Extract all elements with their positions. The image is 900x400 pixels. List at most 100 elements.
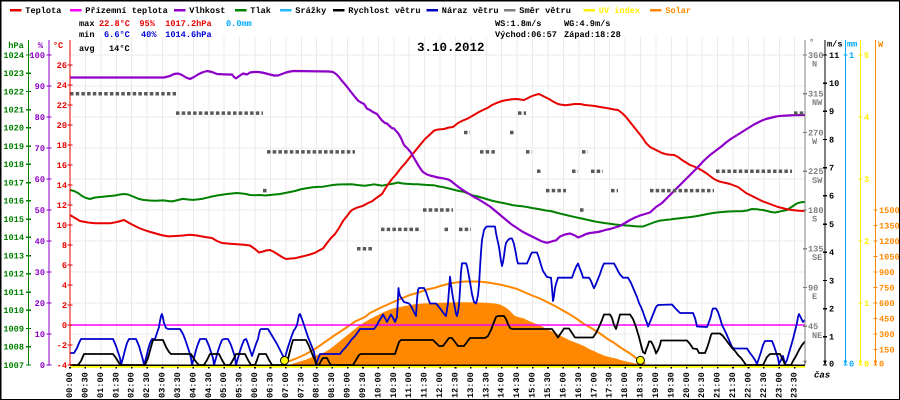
svg-text:80: 80 <box>35 113 45 123</box>
svg-text:NW: NW <box>812 98 823 108</box>
svg-text:7: 7 <box>829 164 834 174</box>
svg-text:60: 60 <box>35 175 45 185</box>
svg-text:100: 100 <box>30 51 45 61</box>
svg-text:02:00: 02:00 <box>127 372 137 398</box>
svg-text:5: 5 <box>864 51 869 61</box>
svg-text:22:00: 22:00 <box>744 372 754 398</box>
svg-text:23:30: 23:30 <box>790 372 800 398</box>
svg-text:06:30: 06:30 <box>266 372 276 398</box>
svg-text:16:00: 16:00 <box>558 372 568 398</box>
svg-text:15:30: 15:30 <box>543 372 553 398</box>
svg-text:50: 50 <box>35 206 45 216</box>
svg-text:30: 30 <box>35 268 45 278</box>
svg-text:1023: 1023 <box>3 69 24 79</box>
svg-text:1022: 1022 <box>3 87 24 97</box>
svg-text:15:00: 15:00 <box>528 372 538 398</box>
svg-text:0: 0 <box>879 360 884 370</box>
svg-text:1: 1 <box>829 333 834 343</box>
svg-text:10:00: 10:00 <box>373 372 383 398</box>
svg-text:0: 0 <box>864 360 869 370</box>
svg-text:Náraz větru: Náraz větru <box>442 6 499 16</box>
svg-text:mm: mm <box>847 40 857 50</box>
svg-text:00:30: 00:30 <box>80 372 90 398</box>
svg-text:1014: 1014 <box>3 233 24 243</box>
svg-text:6.6°C: 6.6°C <box>104 30 130 40</box>
svg-text:1021: 1021 <box>3 106 24 116</box>
svg-text:02:30: 02:30 <box>142 372 152 398</box>
svg-text:08:30: 08:30 <box>327 372 337 398</box>
svg-text:SE: SE <box>812 253 822 263</box>
svg-text:16:30: 16:30 <box>574 372 584 398</box>
svg-text:06:00: 06:00 <box>250 372 260 398</box>
svg-text:14: 14 <box>57 181 67 191</box>
svg-text:1017: 1017 <box>3 178 24 188</box>
svg-text:13:00: 13:00 <box>466 372 476 398</box>
svg-text:04:00: 04:00 <box>188 372 198 398</box>
svg-text:10:30: 10:30 <box>389 372 399 398</box>
svg-text:1024: 1024 <box>3 51 24 61</box>
svg-text:90: 90 <box>808 283 818 293</box>
svg-text:2: 2 <box>864 237 869 247</box>
svg-text:12:00: 12:00 <box>435 372 445 398</box>
svg-text:21:00: 21:00 <box>713 372 723 398</box>
svg-text:150: 150 <box>879 345 894 355</box>
svg-text:4: 4 <box>864 113 869 123</box>
svg-text:14:30: 14:30 <box>512 372 522 398</box>
svg-text:1013: 1013 <box>3 251 24 261</box>
svg-text:-2: -2 <box>57 341 67 351</box>
svg-text:90: 90 <box>35 82 45 92</box>
svg-text:W: W <box>812 137 818 147</box>
svg-text:21:30: 21:30 <box>728 372 738 398</box>
svg-text:03:00: 03:00 <box>158 372 168 398</box>
svg-text:11:30: 11:30 <box>420 372 430 398</box>
svg-text:1017.2hPa: 1017.2hPa <box>165 19 211 29</box>
svg-text:14:00: 14:00 <box>497 372 507 398</box>
svg-text:14°C: 14°C <box>109 44 130 54</box>
svg-text:900: 900 <box>879 268 894 278</box>
svg-text:Západ:18:28: Západ:18:28 <box>564 30 621 40</box>
svg-text:8: 8 <box>829 135 834 145</box>
svg-text:4: 4 <box>62 281 67 291</box>
svg-text:E: E <box>812 292 817 302</box>
svg-text:22:30: 22:30 <box>759 372 769 398</box>
svg-text:750: 750 <box>879 283 894 293</box>
svg-text:95%: 95% <box>139 19 155 29</box>
svg-text:NE: NE <box>812 331 822 341</box>
svg-text:1014.6hPa: 1014.6hPa <box>165 30 211 40</box>
svg-text:04:30: 04:30 <box>204 372 214 398</box>
svg-text:00:00: 00:00 <box>65 372 75 398</box>
svg-text:2: 2 <box>62 301 67 311</box>
svg-text:23:00: 23:00 <box>774 372 784 398</box>
svg-text:WG:4.9m/s: WG:4.9m/s <box>564 19 610 29</box>
svg-text:min: min <box>79 30 94 40</box>
svg-text:01:00: 01:00 <box>96 372 106 398</box>
svg-text:18: 18 <box>57 141 67 151</box>
svg-text:11: 11 <box>829 51 839 61</box>
svg-text:1019: 1019 <box>3 142 24 152</box>
svg-text:hPa: hPa <box>8 41 23 51</box>
svg-text:1016: 1016 <box>3 197 24 207</box>
svg-text:Východ:06:57: Východ:06:57 <box>495 30 557 40</box>
svg-text:1008: 1008 <box>3 343 24 353</box>
svg-text:315: 315 <box>808 90 823 100</box>
svg-text:20:00: 20:00 <box>682 372 692 398</box>
svg-text:SW: SW <box>812 176 823 186</box>
svg-text:0: 0 <box>62 321 67 331</box>
svg-text:UV index: UV index <box>599 6 640 16</box>
svg-text:18:00: 18:00 <box>620 372 630 398</box>
svg-text:450: 450 <box>879 314 894 324</box>
svg-text:01:30: 01:30 <box>111 372 121 398</box>
svg-text:avg: avg <box>79 44 94 54</box>
svg-text:180: 180 <box>808 206 823 216</box>
svg-text:09:30: 09:30 <box>358 372 368 398</box>
svg-text:1050: 1050 <box>879 252 900 262</box>
svg-text:45: 45 <box>808 322 818 332</box>
svg-text:WS:1.8m/s: WS:1.8m/s <box>495 19 541 29</box>
svg-text:12: 12 <box>57 201 67 211</box>
svg-text:N: N <box>812 60 817 70</box>
svg-text:600: 600 <box>879 299 894 309</box>
svg-text:Přízemní teplota: Přízemní teplota <box>85 6 168 16</box>
svg-text:1015: 1015 <box>3 215 24 225</box>
svg-text:19:30: 19:30 <box>666 372 676 398</box>
svg-text:0: 0 <box>829 360 834 370</box>
